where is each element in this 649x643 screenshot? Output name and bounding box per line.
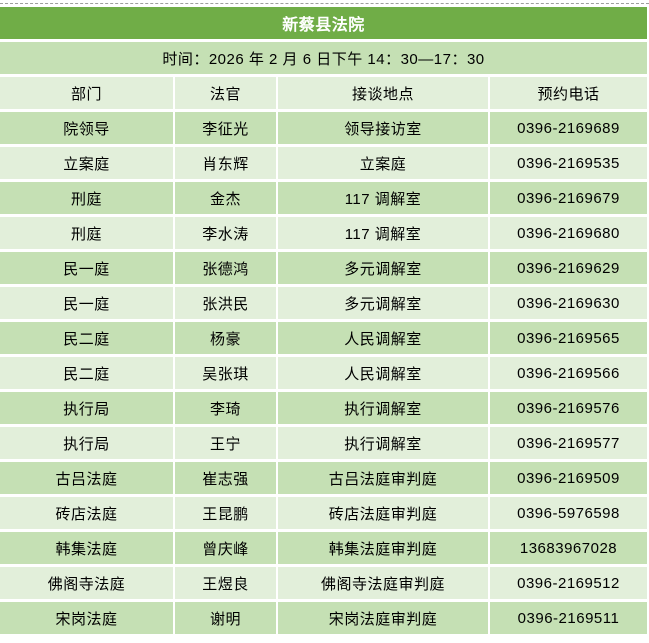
column-header-department: 部门: [0, 77, 173, 109]
cell-location: 砖店法庭审判庭: [278, 497, 488, 529]
cell-department: 立案庭: [0, 147, 173, 179]
cell-phone: 0396-5976598: [490, 497, 647, 529]
cell-location: 领导接访室: [278, 112, 488, 144]
cell-location: 人民调解室: [278, 322, 488, 354]
cell-location: 多元调解室: [278, 287, 488, 319]
cell-phone: 0396-2169511: [490, 602, 647, 634]
cell-phone: 0396-2169679: [490, 182, 647, 214]
cell-department: 执行局: [0, 427, 173, 459]
cell-department: 佛阁寺法庭: [0, 567, 173, 599]
cell-phone: 0396-2169629: [490, 252, 647, 284]
cell-judge: 肖东辉: [175, 147, 276, 179]
cell-judge: 金杰: [175, 182, 276, 214]
cell-phone: 13683967028: [490, 532, 647, 564]
cell-department: 宋岗法庭: [0, 602, 173, 634]
cell-department: 执行局: [0, 392, 173, 424]
cell-judge: 张德鸿: [175, 252, 276, 284]
cell-phone: 0396-2169680: [490, 217, 647, 249]
cell-judge: 杨豪: [175, 322, 276, 354]
cell-judge: 曾庆峰: [175, 532, 276, 564]
cell-department: 刑庭: [0, 182, 173, 214]
cell-location: 执行调解室: [278, 392, 488, 424]
court-schedule-table: 新蔡县法院 时间：2026 年 2 月 6 日下午 14：30—17：30 部门…: [0, 4, 649, 634]
cell-department: 古吕法庭: [0, 462, 173, 494]
cell-phone: 0396-2169566: [490, 357, 647, 389]
column-header-location: 接谈地点: [278, 77, 488, 109]
cell-location: 117 调解室: [278, 217, 488, 249]
cell-phone: 0396-2169576: [490, 392, 647, 424]
cell-department: 民二庭: [0, 322, 173, 354]
cell-location: 古吕法庭审判庭: [278, 462, 488, 494]
page-break-dashed-line: [0, 0, 649, 4]
cell-department: 民一庭: [0, 287, 173, 319]
cell-phone: 0396-2169512: [490, 567, 647, 599]
time-row: 时间：2026 年 2 月 6 日下午 14：30—17：30: [0, 42, 647, 74]
cell-location: 117 调解室: [278, 182, 488, 214]
cell-department: 刑庭: [0, 217, 173, 249]
cell-location: 人民调解室: [278, 357, 488, 389]
column-header-judge: 法官: [175, 77, 276, 109]
cell-department: 砖店法庭: [0, 497, 173, 529]
cell-judge: 李琦: [175, 392, 276, 424]
cell-location: 佛阁寺法庭审判庭: [278, 567, 488, 599]
cell-location: 韩集法庭审判庭: [278, 532, 488, 564]
cell-location: 立案庭: [278, 147, 488, 179]
cell-judge: 王宁: [175, 427, 276, 459]
page-title: 新蔡县法院: [0, 7, 647, 39]
cell-phone: 0396-2169565: [490, 322, 647, 354]
cell-phone: 0396-2169689: [490, 112, 647, 144]
cell-location: 执行调解室: [278, 427, 488, 459]
cell-department: 民二庭: [0, 357, 173, 389]
cell-location: 宋岗法庭审判庭: [278, 602, 488, 634]
cell-department: 民一庭: [0, 252, 173, 284]
cell-judge: 王昆鹏: [175, 497, 276, 529]
cell-phone: 0396-2169509: [490, 462, 647, 494]
cell-department: 韩集法庭: [0, 532, 173, 564]
cell-phone: 0396-2169577: [490, 427, 647, 459]
cell-location: 多元调解室: [278, 252, 488, 284]
cell-judge: 张洪民: [175, 287, 276, 319]
cell-judge: 李征光: [175, 112, 276, 144]
cell-phone: 0396-2169535: [490, 147, 647, 179]
cell-judge: 谢明: [175, 602, 276, 634]
cell-phone: 0396-2169630: [490, 287, 647, 319]
column-header-phone: 预约电话: [490, 77, 647, 109]
cell-judge: 崔志强: [175, 462, 276, 494]
cell-judge: 吴张琪: [175, 357, 276, 389]
cell-judge: 王煜良: [175, 567, 276, 599]
cell-department: 院领导: [0, 112, 173, 144]
cell-judge: 李水涛: [175, 217, 276, 249]
